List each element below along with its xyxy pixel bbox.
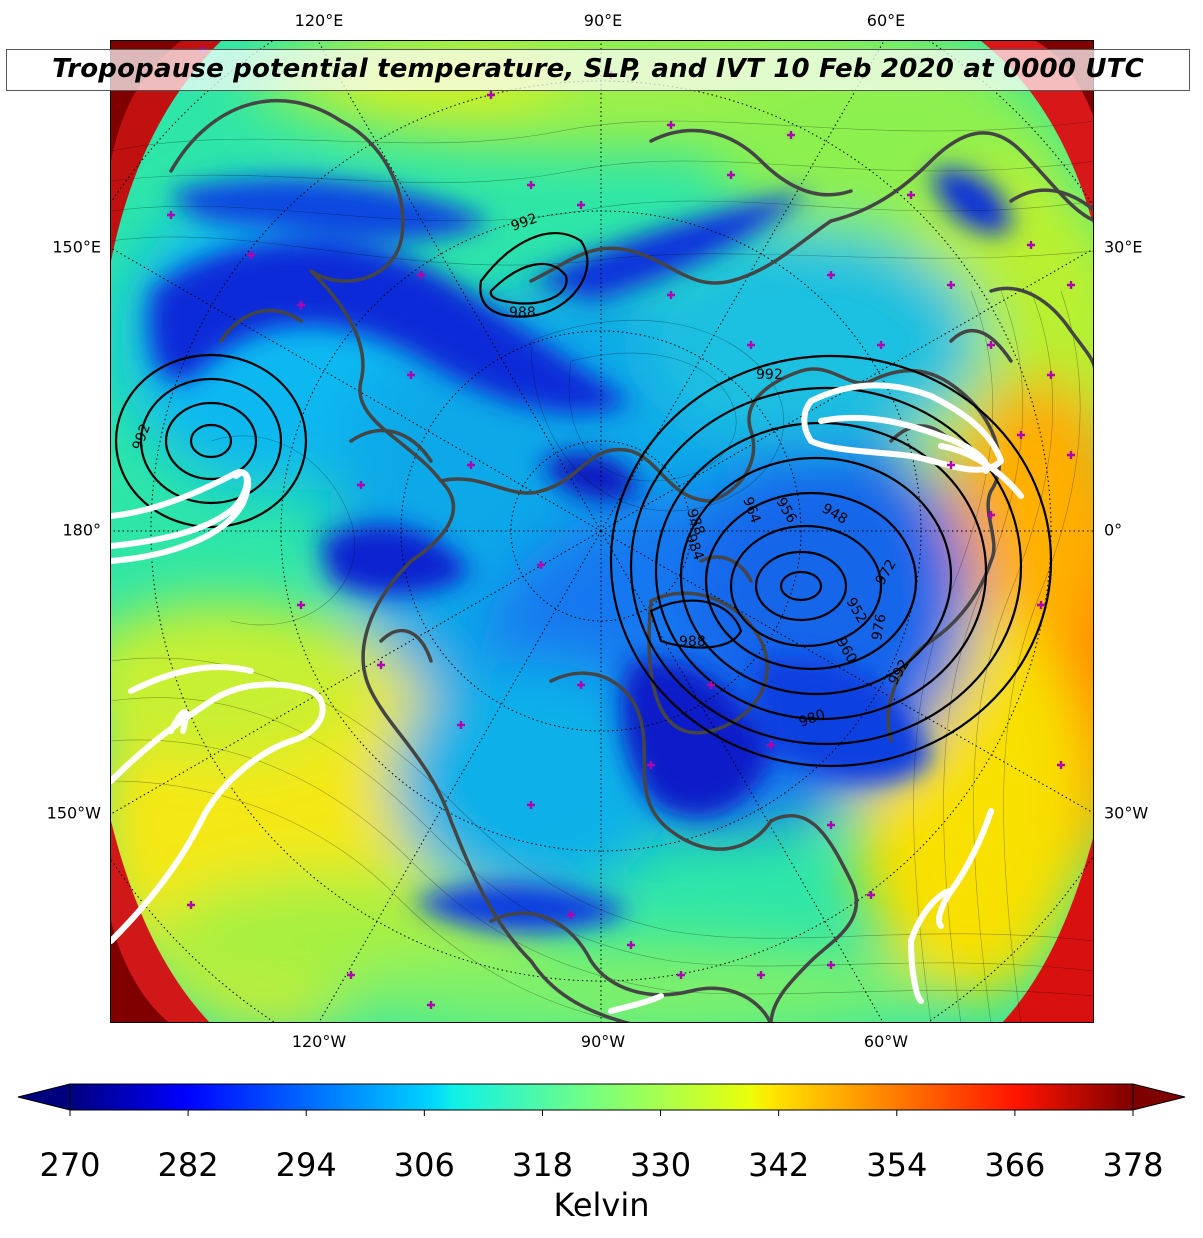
slp-label: 988 [679,634,706,650]
lon-label-right: 30°W [1104,803,1149,823]
colorbar-extend-low [17,1083,71,1111]
lon-label-bottom: 90°W [580,1032,626,1051]
colorbar-tick-label: 354 [866,1146,928,1184]
lon-label-top: 60°E [866,11,906,30]
colorbar-tick-label: 378 [1102,1146,1164,1184]
slp-label: 992 [756,367,783,383]
lon-label-left: 180° [62,520,101,540]
lon-label-bottom: 120°W [291,1032,347,1051]
map-svg: 992 988 992 992 984 956 948 964 972 988 … [111,41,1093,1022]
colorbar-tick-label: 282 [157,1146,219,1184]
colorbar-tick-label: 318 [511,1146,573,1184]
lon-label-top: 120°E [294,11,344,30]
slp-label: 976 [869,613,889,642]
lon-label-left: 150°E [52,237,101,257]
colorbar-tick-label: 306 [393,1146,455,1184]
slp-label: 988 [509,305,536,321]
colorbar-tick-label: 270 [39,1146,101,1184]
lon-label-right: 30°E [1104,237,1143,257]
colorbar-tick-label: 330 [630,1146,692,1184]
colorbar-tick-label: 366 [984,1146,1046,1184]
lon-label-top: 90°E [583,11,623,30]
lon-label-left: 150°W [46,803,101,823]
colorbar-label: Kelvin [553,1186,650,1224]
colorbar-ticks [69,1110,1134,1116]
colorbar-gradient [69,1083,1134,1111]
colorbar-tick-label: 294 [275,1146,337,1184]
colorbar-extend-high [1132,1083,1186,1111]
ivt-contours [111,382,1024,1014]
lon-label-bottom: 60°W [863,1032,909,1051]
map-panel: 992 988 992 992 984 956 948 964 972 988 … [110,40,1094,1023]
map-title: Tropopause potential temperature, SLP, a… [6,49,1190,91]
theta-isolines [111,120,1093,1022]
theta-field [111,41,1093,1022]
colorbar [17,1083,1186,1116]
lon-label-right: 0° [1104,520,1123,540]
colorbar-tick-label: 342 [748,1146,810,1184]
